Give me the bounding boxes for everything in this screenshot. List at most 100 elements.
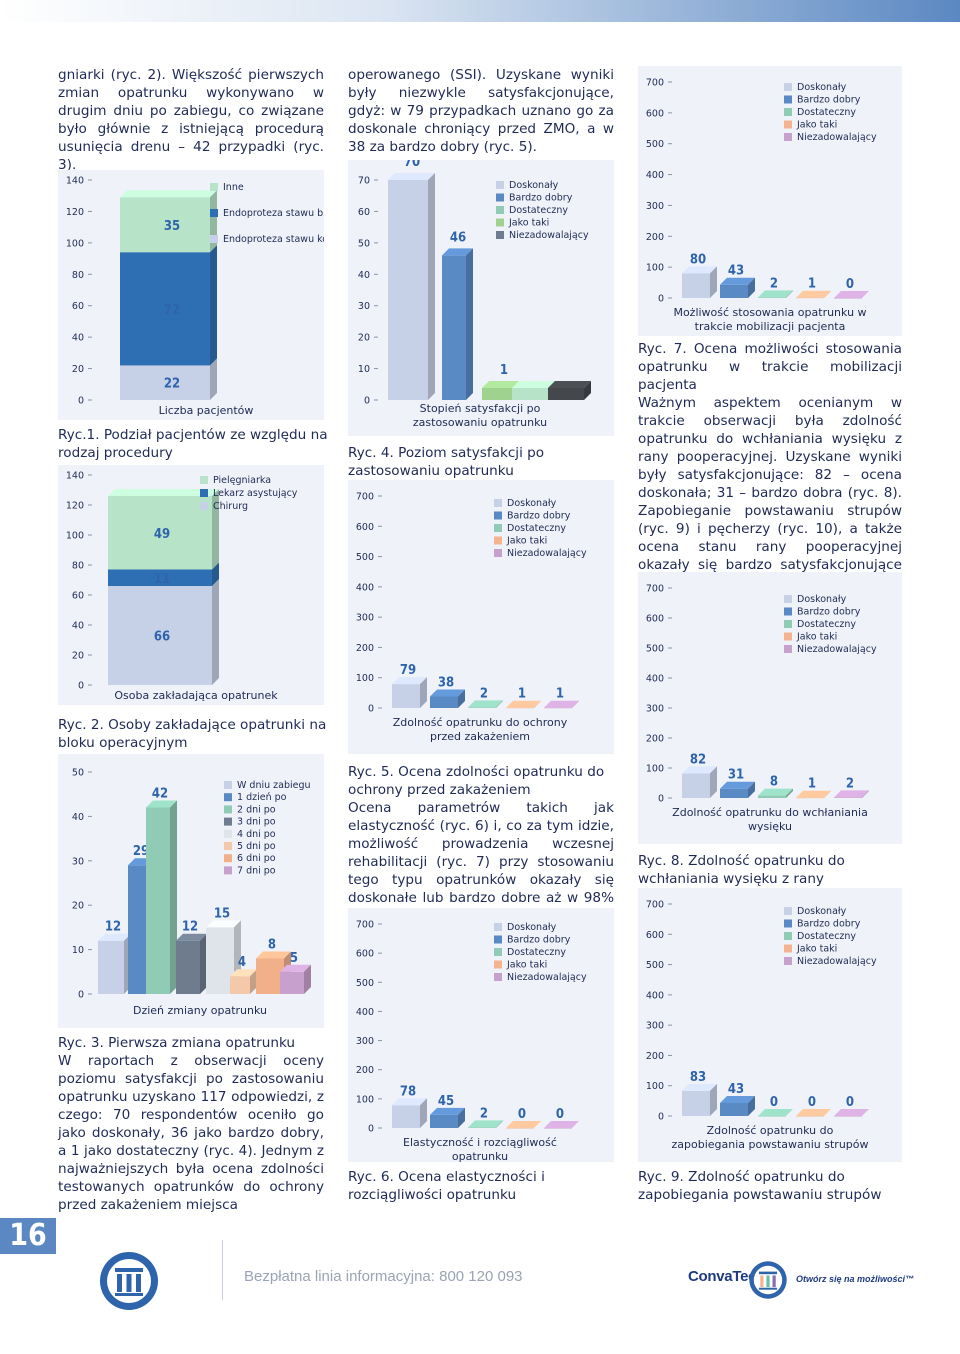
ryc8-legend-swatch — [784, 632, 792, 641]
ryc2-tick-label: 0 — [78, 681, 84, 692]
ryc2-data-label: 49 — [154, 527, 170, 542]
ryc1-tick-label: 0 — [78, 396, 84, 407]
ryc1-legend-label: Endoproteza stawu biodrowego — [223, 208, 324, 219]
ryc5-legend-label: Niezadowalający — [507, 548, 587, 559]
footer-divider — [222, 1240, 223, 1300]
ryc2-tick-label: 60 — [72, 591, 84, 602]
brand-logo-icon — [749, 1261, 787, 1299]
ryc1-tick-label: 40 — [72, 333, 84, 344]
ryc6-bar-top — [506, 1121, 541, 1128]
caption-ryc3: Ryc. 3. Pierwsza zmiana opatrunku — [58, 1035, 296, 1051]
ryc8-xlabel: wysięku — [748, 820, 792, 833]
ryc9-tick-label: 300 — [646, 1021, 664, 1032]
ryc5-bar-side — [496, 700, 503, 708]
ryc6-data-label: 2 — [480, 1106, 488, 1121]
hotline-text: Bezpłatna linia informacyjna: 800 120 09… — [244, 1268, 523, 1285]
ryc9-bar-top — [796, 1109, 831, 1116]
ryc8-background — [638, 572, 902, 844]
ryc9-bar-top — [682, 1083, 717, 1091]
ryc6-legend-swatch — [494, 923, 502, 931]
ryc9-legend-label: Jako taki — [796, 944, 837, 955]
ryc8-data-label: 2 — [846, 776, 854, 791]
ryc7-legend-swatch — [784, 83, 792, 91]
ryc6-legend-swatch — [494, 960, 502, 969]
ryc7-tick-label: 200 — [646, 232, 664, 243]
ryc8-bar — [758, 795, 786, 798]
chart-ryc7-svg: 0 100 200 300 400 500 600 700 80 43 2 1 0 Doskonały Ba… — [638, 66, 902, 336]
ryc8-tick-label: 200 — [646, 734, 664, 745]
ryc2-segment-side — [212, 489, 219, 570]
ryc5-legend-label: Dostateczny — [507, 523, 566, 534]
ryc6-tick-label: 700 — [356, 920, 374, 931]
ryc2-legend-swatch — [200, 489, 208, 497]
ryc7-bar — [796, 297, 824, 299]
ryc9-tick-label: 100 — [646, 1081, 664, 1092]
ryc9-legend-swatch — [784, 944, 792, 953]
ryc7-legend-label: Bardzo dobry — [797, 95, 861, 106]
ryc4-bar-top — [442, 248, 473, 256]
ryc3-bar-top — [230, 969, 257, 977]
ryc6-tick-label: 300 — [356, 1036, 374, 1047]
chart-ryc5-svg: 0 100 200 300 400 500 600 700 79 38 2 1 1 Doskonały Ba… — [348, 480, 614, 754]
ryc2-tick-label: 100 — [66, 531, 84, 542]
ryc5-bar-top — [544, 700, 579, 708]
ryc3-legend-swatch — [224, 805, 232, 814]
ryc3-bar — [206, 927, 234, 994]
ryc6-legend-label: Bardzo dobry — [507, 935, 571, 946]
ryc7-legend-label: Dostateczny — [797, 107, 856, 118]
ryc5-legend-swatch — [494, 524, 502, 532]
ryc6-data-label: 78 — [400, 1084, 416, 1099]
ryc8-bar-side — [710, 766, 717, 798]
ryc5-legend-swatch — [494, 549, 502, 557]
ryc6-legend-swatch — [494, 973, 502, 981]
ryc7-bar — [682, 273, 710, 298]
ryc9-legend-swatch — [784, 957, 792, 965]
ryc3-bar-top — [206, 920, 241, 928]
ryc1-segment-top — [120, 190, 217, 198]
ryc5-tick-label: 500 — [356, 552, 374, 563]
ryc2-tick-label: 140 — [66, 471, 84, 482]
ryc8-legend-label: Doskonały — [797, 594, 847, 605]
ryc9-data-label: 0 — [846, 1095, 854, 1110]
ryc2-tick-label: 80 — [72, 561, 84, 572]
ryc9-tick-label: 0 — [658, 1112, 664, 1123]
ryc8-legend-label: Niezadowalający — [797, 644, 877, 655]
ryc1-legend-label: Endoproteza stawu kolanowego — [223, 234, 324, 245]
ryc3-legend-swatch — [224, 817, 232, 826]
ryc7-tick-label: 400 — [646, 170, 664, 181]
ryc8-bar-side — [748, 781, 755, 798]
ryc5-bar-side — [572, 700, 579, 708]
ryc7-bar-top — [682, 266, 717, 274]
chart-ryc1: 0 20 40 60 80 100 120 140 22 72 35 Inne Endoproteza … — [58, 170, 324, 420]
ryc4-data-label: 46 — [450, 230, 466, 245]
ryc9-bar — [796, 1116, 824, 1117]
ryc5-data-label: 2 — [480, 686, 488, 701]
ryc8-bar-top — [796, 790, 831, 798]
ryc5-bar-side — [534, 700, 541, 708]
body-text-col2-mid: Ryc. 5. Ocena zdolności opatrunku do och… — [348, 763, 614, 925]
ryc8-data-label: 31 — [728, 768, 744, 783]
ryc3-legend-label: 5 dni po — [237, 841, 276, 852]
ryc8-data-label: 1 — [808, 777, 816, 792]
ryc5-data-label: 79 — [400, 663, 416, 678]
ryc6-legend-label: Niezadowalający — [507, 972, 587, 983]
ryc7-bar-top — [758, 290, 793, 298]
ryc7-legend-swatch — [784, 133, 792, 141]
ryc1-legend-swatch — [210, 183, 218, 191]
ryc3-data-label: 8 — [268, 937, 276, 952]
ryc4-xlabel: zastosowaniu opatrunku — [413, 416, 547, 429]
ryc5-data-label: 1 — [556, 687, 564, 702]
ryc8-bar-side — [862, 790, 869, 798]
ryc2-data-label: 66 — [154, 630, 170, 645]
ryc3-data-label: 4 — [238, 955, 246, 970]
ryc5-background — [348, 480, 614, 754]
ryc8-tick-label: 100 — [646, 764, 664, 775]
ryc9-bar-side — [710, 1083, 717, 1116]
ryc8-tick-label: 600 — [646, 614, 664, 625]
ryc3-legend-swatch — [224, 854, 232, 863]
ryc5-data-label: 38 — [438, 675, 454, 690]
ryc4-legend-swatch — [496, 181, 504, 189]
ryc3-bar — [128, 865, 150, 994]
ryc3-legend-label: 7 dni po — [237, 865, 276, 876]
ryc2-tick-label: 20 — [72, 651, 84, 662]
